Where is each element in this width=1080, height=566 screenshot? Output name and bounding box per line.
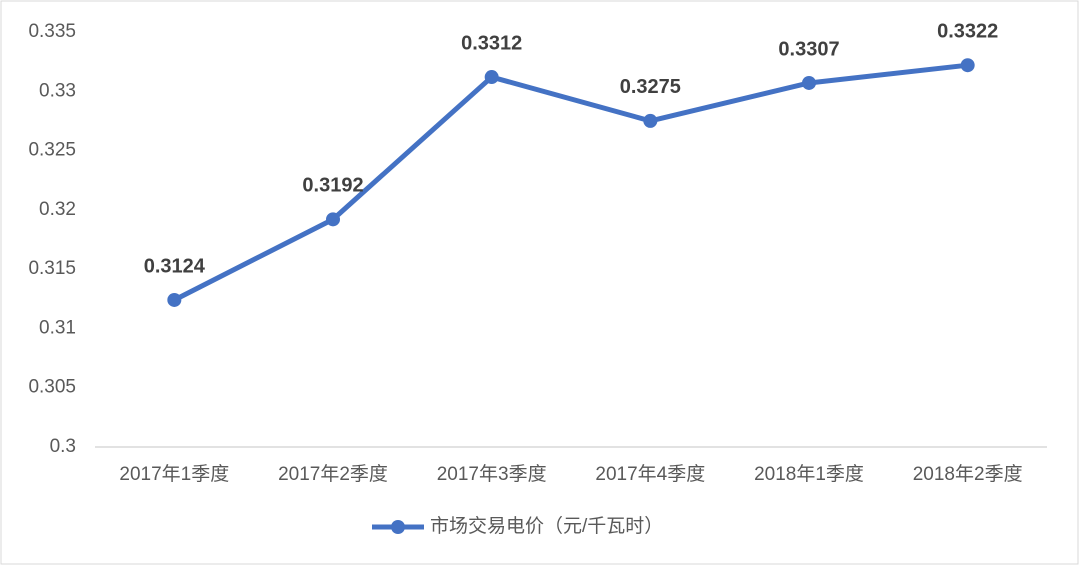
data-label: 0.3312 (461, 32, 522, 54)
data-label: 0.3307 (778, 38, 839, 60)
y-tick-label: 0.315 (28, 258, 76, 279)
data-label: 0.3275 (620, 76, 681, 98)
x-tick-label: 2018年1季度 (754, 463, 864, 485)
y-tick-label: 0.325 (28, 140, 76, 161)
x-tick-label: 2017年3季度 (437, 463, 547, 485)
data-point (167, 292, 182, 307)
legend-marker (391, 520, 405, 534)
y-tick-label: 0.335 (28, 21, 76, 42)
x-tick-label: 2017年1季度 (119, 463, 229, 485)
data-label: 0.3322 (937, 20, 998, 42)
y-tick-label: 0.305 (28, 377, 76, 398)
x-tick-label: 2017年2季度 (278, 463, 388, 485)
x-tick-label: 2018年2季度 (913, 463, 1023, 485)
y-tick-label: 0.32 (39, 199, 76, 220)
data-point (802, 75, 816, 90)
data-label: 0.3192 (302, 175, 363, 197)
data-point (960, 58, 975, 73)
data-point (643, 113, 658, 128)
data-point (484, 70, 499, 85)
x-tick-label: 2017年4季度 (595, 463, 705, 485)
y-tick-label: 0.33 (39, 80, 76, 101)
legend-label: 市场交易电价（元/千瓦时） (430, 515, 663, 537)
data-label: 0.3124 (144, 255, 206, 277)
data-point (326, 212, 340, 227)
y-tick-label: 0.31 (39, 317, 76, 338)
y-tick-label: 0.3 (50, 436, 76, 457)
data-line (173, 62, 968, 303)
